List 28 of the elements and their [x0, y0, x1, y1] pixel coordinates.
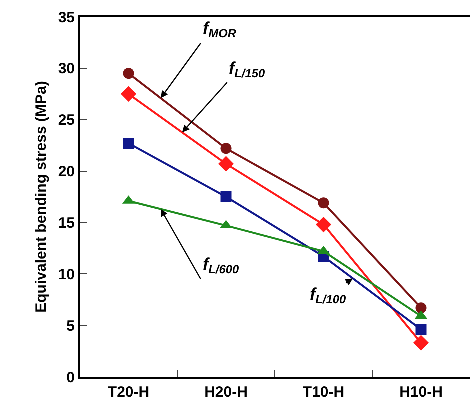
y-tick-label: 25	[58, 112, 75, 130]
y-tick-label: 0	[66, 369, 75, 386]
y-axis-title: Equivalent bending stress (MPa)	[33, 81, 50, 313]
point	[220, 143, 232, 154]
y-tick-label: 30	[58, 60, 75, 78]
point	[218, 156, 234, 172]
point	[123, 138, 134, 150]
text: f$_{L/150}$	[229, 59, 266, 81]
point	[416, 324, 427, 336]
point	[416, 302, 427, 314]
x-tick-label: H10-H	[400, 384, 443, 401]
point	[123, 68, 134, 80]
y-tick-label: 15	[58, 214, 75, 232]
point	[318, 198, 330, 209]
point	[413, 335, 430, 351]
text: f$_{MOR}$	[203, 19, 237, 41]
point	[120, 86, 137, 102]
point	[316, 216, 332, 233]
y-tick-label: 20	[58, 164, 75, 181]
point	[220, 192, 232, 202]
series-label: f$_{L/600}$	[203, 255, 240, 277]
x-tick-label: H20-H	[204, 384, 248, 401]
y-tick-label: 10	[58, 266, 75, 284]
y-tick-label: 5	[66, 318, 75, 335]
y-tick-label: 35	[58, 9, 75, 26]
x-tick-label: T20-H	[108, 384, 150, 401]
series-label: f$_{L/100}$	[310, 285, 346, 307]
x-tick-label: T10-H	[302, 384, 345, 401]
